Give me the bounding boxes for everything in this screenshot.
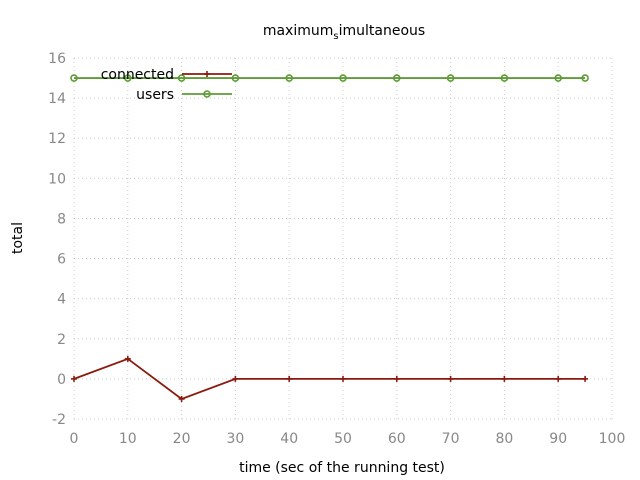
y-tick-label-4: 6 <box>57 252 66 268</box>
series-users <box>70 74 589 82</box>
y-axis-ticks: -2 0 2 4 6 8 10 12 14 16 <box>48 51 66 428</box>
legend-label-connected: connected <box>101 67 174 83</box>
data-point-connected-3 <box>232 375 239 382</box>
y-axis-title: total <box>10 222 26 254</box>
x-axis-ticks: 0 10 20 30 40 50 60 70 80 90 100 <box>70 431 626 447</box>
data-point-users-10 <box>581 74 589 82</box>
data-point-users-5 <box>339 74 347 82</box>
x-tick-label-5: 50 <box>334 431 352 447</box>
series-layer <box>70 74 589 402</box>
data-point-users-2 <box>177 74 186 82</box>
data-point-connected-10 <box>582 375 589 382</box>
legend-item-connected: connected <box>101 67 232 83</box>
data-point-users-1 <box>124 74 132 82</box>
legend-marker-users <box>203 90 211 98</box>
x-axis-title: time (sec of the running test) <box>239 460 445 476</box>
y-tick-label-7: 12 <box>48 131 66 147</box>
x-tick-label-6: 60 <box>388 431 406 447</box>
x-tick-label-7: 70 <box>442 431 460 447</box>
chart-title: maximumsimultaneous <box>263 23 425 42</box>
y-tick-label-2: 2 <box>57 332 66 348</box>
data-point-users-9 <box>554 74 563 82</box>
data-point-users-4 <box>285 74 294 82</box>
data-point-connected-6 <box>393 375 400 382</box>
data-point-users-3 <box>231 74 240 82</box>
grid <box>73 57 613 420</box>
x-tick-label-2: 20 <box>173 431 191 447</box>
x-tick-label-8: 80 <box>495 431 513 447</box>
x-tick-label-1: 10 <box>119 431 137 447</box>
x-tick-label-3: 30 <box>226 431 244 447</box>
data-point-connected-7 <box>447 375 454 382</box>
legend-marker-connected <box>204 71 210 77</box>
y-tick-label-0: -2 <box>52 412 66 428</box>
x-tick-label-10: 100 <box>599 431 626 447</box>
data-point-connected-1 <box>124 355 131 362</box>
chart-title-main: maximum <box>263 23 334 39</box>
data-point-users-6 <box>392 74 401 82</box>
y-tick-label-3: 4 <box>57 292 66 308</box>
chart-title-rest: imultaneous <box>339 23 426 39</box>
series-connected <box>71 355 589 402</box>
y-tick-label-5: 8 <box>57 211 66 227</box>
y-tick-label-9: 16 <box>48 51 66 67</box>
legend-label-users: users <box>136 87 174 103</box>
data-point-connected-8 <box>501 375 508 382</box>
data-point-connected-2 <box>178 395 185 402</box>
data-point-connected-4 <box>286 375 293 382</box>
data-point-users-8 <box>500 74 509 82</box>
data-point-connected-5 <box>340 375 346 382</box>
data-point-connected-0 <box>71 375 77 382</box>
legend: connected users <box>101 67 232 103</box>
chart-title-subscript: s <box>333 31 338 42</box>
data-point-users-0 <box>70 74 78 82</box>
data-point-users-7 <box>446 74 455 82</box>
x-tick-label-4: 40 <box>280 431 298 447</box>
legend-item-users: users <box>136 87 232 103</box>
data-point-connected-9 <box>555 375 562 382</box>
x-tick-label-9: 90 <box>549 431 567 447</box>
y-tick-label-8: 14 <box>48 91 66 107</box>
y-tick-label-6: 10 <box>48 171 66 187</box>
x-tick-label-0: 0 <box>70 431 79 447</box>
y-tick-label-1: 0 <box>57 372 66 388</box>
